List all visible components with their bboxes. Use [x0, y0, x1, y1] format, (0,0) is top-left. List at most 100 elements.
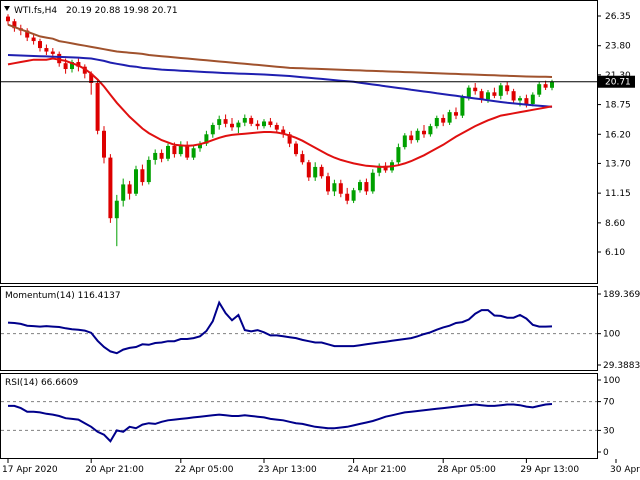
candle — [178, 141, 183, 157]
candle-body — [95, 83, 100, 131]
dropdown-triangle-icon[interactable] — [4, 6, 10, 11]
candle — [543, 80, 548, 91]
moving-average-red-line — [7, 57, 553, 168]
price-y-tick-label: 13.70 — [605, 159, 631, 169]
candle — [249, 115, 254, 127]
candle-body — [479, 91, 484, 100]
candle — [262, 119, 266, 129]
candle — [70, 59, 74, 73]
candle — [210, 122, 215, 138]
candle-body — [537, 84, 542, 95]
ohlc-readout: 20.19 20.88 19.98 20.71 — [66, 6, 178, 16]
candle-body — [57, 53, 62, 64]
price-y-tick-label: 6.10 — [605, 248, 625, 258]
candle-body — [377, 165, 382, 173]
candle — [422, 124, 426, 138]
candle-body — [492, 92, 497, 96]
candle — [377, 163, 382, 177]
rsi-y-tick-label: 0 — [603, 448, 609, 458]
candle-body — [102, 130, 106, 158]
candle — [537, 81, 542, 97]
candle — [332, 179, 337, 197]
candle-body — [70, 62, 74, 70]
axes: 26.3523.8021.3018.7516.2013.7011.158.606… — [2, 12, 640, 475]
candle — [153, 149, 158, 165]
candle — [255, 120, 260, 130]
candle — [191, 144, 196, 160]
momentum-y-tick-label: 189.3693 — [603, 290, 640, 300]
candle — [351, 187, 356, 204]
candle — [338, 179, 343, 198]
candle-body — [505, 85, 510, 92]
candle-body — [223, 119, 228, 124]
candle-body — [370, 172, 375, 192]
time-x-tick-label: 29 Apr 13:00 — [520, 465, 579, 475]
candle — [319, 164, 324, 179]
candle — [274, 122, 279, 134]
candle — [134, 165, 138, 197]
candle-body — [486, 92, 490, 100]
candle — [396, 143, 401, 165]
time-x-tick-label: 17 Apr 2020 — [2, 465, 58, 475]
time-x-tick-label: 20 Apr 21:00 — [85, 465, 144, 475]
candle-body — [447, 112, 452, 123]
candle-body — [383, 165, 388, 171]
candle-body — [217, 119, 222, 125]
candle-body — [140, 169, 145, 183]
candle — [25, 28, 30, 42]
momentum-panel-frame — [0, 286, 598, 371]
candle — [31, 34, 36, 45]
candle-body — [242, 117, 247, 123]
candle-body — [428, 126, 433, 135]
candle-body — [166, 145, 170, 159]
candle-body — [396, 147, 401, 163]
candle — [95, 79, 100, 135]
candle-body — [146, 159, 151, 183]
candle — [460, 94, 465, 118]
candle — [511, 88, 516, 104]
candle-body — [153, 152, 158, 160]
candle — [159, 149, 164, 163]
symbol-label: WTI.fs,H4 — [14, 6, 57, 16]
candle — [434, 115, 439, 129]
candle-body — [38, 41, 42, 49]
candle — [492, 87, 497, 99]
candle — [306, 159, 311, 181]
candle — [409, 130, 414, 144]
candle-body — [326, 176, 330, 192]
candle — [89, 71, 94, 95]
candle-body — [210, 124, 215, 135]
candle-body — [274, 124, 279, 130]
candle — [114, 194, 119, 247]
candle — [108, 154, 113, 223]
rsi-line — [8, 403, 553, 443]
candle-body — [294, 143, 298, 155]
momentum-panel-title: Momentum(14) 116.4137 — [5, 291, 121, 301]
candle — [428, 123, 433, 137]
candle-body — [50, 51, 55, 54]
candle — [479, 88, 484, 103]
candle-body — [76, 62, 81, 67]
candle-body — [518, 98, 522, 101]
candle — [370, 169, 375, 194]
candle — [44, 44, 49, 56]
candle-body — [300, 154, 305, 163]
price-y-tick-label: 23.80 — [605, 42, 631, 52]
candle — [530, 92, 535, 107]
candle-body — [31, 37, 36, 42]
candle — [473, 83, 478, 95]
candle-body — [422, 130, 426, 135]
price-y-tick-label: 16.20 — [605, 130, 631, 140]
candle — [505, 81, 510, 95]
candle-body — [121, 184, 126, 201]
candle-body — [332, 183, 337, 192]
candle-body — [409, 135, 414, 141]
candle-body — [268, 121, 273, 125]
candle — [236, 120, 241, 134]
candle — [454, 107, 458, 120]
last-price-tag: 20.71 — [598, 75, 635, 88]
candle — [313, 162, 318, 181]
candle — [38, 38, 42, 52]
candle-body — [338, 183, 343, 194]
